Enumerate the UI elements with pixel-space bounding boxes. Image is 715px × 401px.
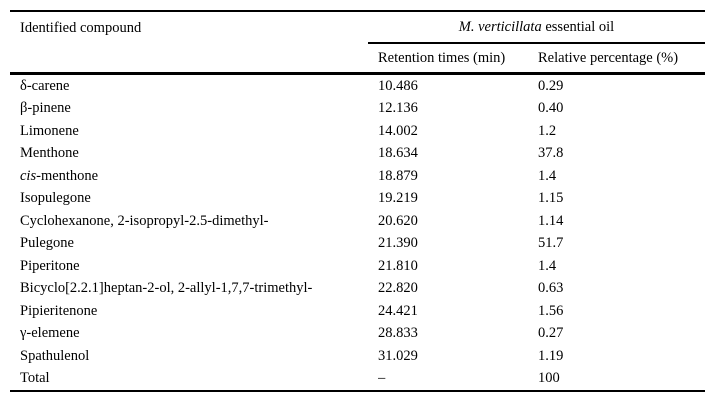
table-row: Spathulenol 31.029 1.19 xyxy=(10,345,705,368)
retention-time-value: 14.002 xyxy=(378,122,418,139)
table-row: Limonene 14.002 1.2 xyxy=(10,120,705,143)
table-row: γ-elemene 28.833 0.27 xyxy=(10,323,705,346)
relative-percentage-value: 1.2 xyxy=(538,122,557,139)
relative-percentage-value: 1.4 xyxy=(538,257,557,274)
table-row: δ-carene 10.486 0.29 xyxy=(10,75,705,98)
table-row: Menthone 18.634 37.8 xyxy=(10,143,705,166)
compound-name: Isopulegone xyxy=(20,190,91,207)
compound-name: Pipieritenone xyxy=(20,302,98,319)
table-row: cis-menthone 18.879 1.4 xyxy=(10,165,705,188)
group-header-label: M. verticillata essential oil xyxy=(458,18,615,35)
compound-name: Menthone xyxy=(20,145,79,162)
column-header-retention-times: Retention times (min) xyxy=(378,49,506,66)
compound-name: cis-menthone xyxy=(20,167,99,184)
retention-time-value: 31.029 xyxy=(378,347,418,364)
relative-percentage-value: 1.19 xyxy=(538,347,564,364)
compound-name: Total xyxy=(20,370,50,387)
relative-percentage-value: 51.7 xyxy=(538,235,564,252)
relative-percentage-value: 0.40 xyxy=(538,100,564,117)
compound-name: Bicyclo[2.2.1]heptan-2-ol, 2-allyl-1,7,7… xyxy=(20,280,313,297)
retention-time-value: – xyxy=(378,370,386,387)
table-row: Total – 100 xyxy=(10,368,705,391)
relative-percentage-value: 1.4 xyxy=(538,167,557,184)
relative-percentage-value: 0.29 xyxy=(538,77,564,94)
table-row: Pulegone 21.390 51.7 xyxy=(10,233,705,256)
relative-percentage-value: 0.27 xyxy=(538,325,564,342)
retention-time-value: 21.390 xyxy=(378,235,418,252)
retention-time-value: 24.421 xyxy=(378,302,418,319)
table-header-group-row: Identified compound M. verticillata esse… xyxy=(10,12,705,44)
compound-name: Cyclohexanone, 2-isopropyl-2.5-dimethyl- xyxy=(20,212,269,229)
compound-name: γ-elemene xyxy=(20,325,80,342)
retention-time-value: 20.620 xyxy=(378,212,418,229)
compound-name: Spathulenol xyxy=(20,347,90,364)
column-header-identified-compound: Identified compound xyxy=(20,19,142,36)
relative-percentage-value: 1.14 xyxy=(538,212,564,229)
relative-percentage-value: 37.8 xyxy=(538,145,564,162)
retention-time-value: 21.810 xyxy=(378,257,418,274)
retention-time-value: 28.833 xyxy=(378,325,418,342)
table-row: Piperitone 21.810 1.4 xyxy=(10,255,705,278)
compound-name: β-pinene xyxy=(20,100,71,117)
table-row: Cyclohexanone, 2-isopropyl-2.5-dimethyl-… xyxy=(10,210,705,233)
table-subheader-row: Retention times (min) Relative percentag… xyxy=(10,44,705,75)
compound-name: Limonene xyxy=(20,122,79,139)
retention-time-value: 19.219 xyxy=(378,190,418,207)
relative-percentage-value: 100 xyxy=(538,370,560,387)
group-header-cell: M. verticillata essential oil xyxy=(368,12,705,44)
relative-percentage-value: 0.63 xyxy=(538,280,564,297)
retention-time-value: 18.634 xyxy=(378,145,418,162)
retention-time-value: 12.136 xyxy=(378,100,418,117)
retention-time-value: 10.486 xyxy=(378,77,418,94)
relative-percentage-value: 1.56 xyxy=(538,302,564,319)
compound-table: Identified compound M. verticillata esse… xyxy=(10,10,705,392)
compound-name: Piperitone xyxy=(20,257,80,274)
table-row: β-pinene 12.136 0.40 xyxy=(10,98,705,121)
table-body: δ-carene 10.486 0.29 β-pinene 12.136 0.40 Limo… xyxy=(10,75,705,390)
relative-percentage-value: 1.15 xyxy=(538,190,564,207)
compound-name: δ-carene xyxy=(20,77,70,94)
table-row: Pipieritenone 24.421 1.56 xyxy=(10,300,705,323)
retention-time-value: 22.820 xyxy=(378,280,418,297)
compound-name: Pulegone xyxy=(20,235,74,252)
table-row: Bicyclo[2.2.1]heptan-2-ol, 2-allyl-1,7,7… xyxy=(10,278,705,301)
table-row: Isopulegone 19.219 1.15 xyxy=(10,188,705,211)
column-header-relative-percentage: Relative percentage (%) xyxy=(538,49,679,66)
retention-time-value: 18.879 xyxy=(378,167,418,184)
